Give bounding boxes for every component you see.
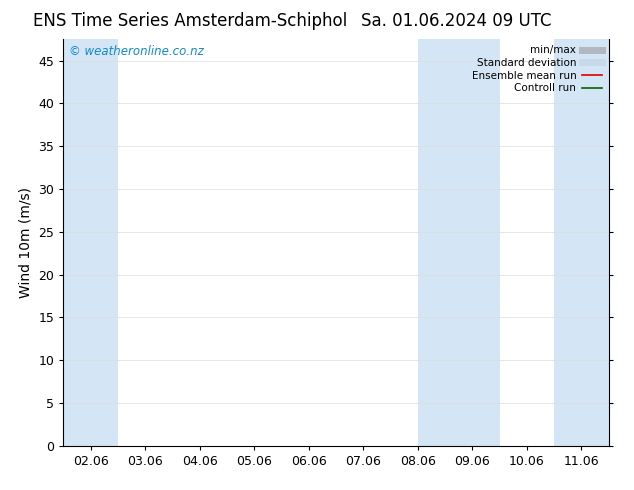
Text: © weatheronline.co.nz: © weatheronline.co.nz [69,45,204,58]
Text: Sa. 01.06.2024 09 UTC: Sa. 01.06.2024 09 UTC [361,12,552,30]
Text: ENS Time Series Amsterdam-Schiphol: ENS Time Series Amsterdam-Schiphol [33,12,347,30]
Legend: min/max, Standard deviation, Ensemble mean run, Controll run: min/max, Standard deviation, Ensemble me… [467,41,607,98]
Bar [554,39,609,446]
Bar [418,39,500,446]
Bar [63,39,118,446]
Y-axis label: Wind 10m (m/s): Wind 10m (m/s) [19,187,33,298]
